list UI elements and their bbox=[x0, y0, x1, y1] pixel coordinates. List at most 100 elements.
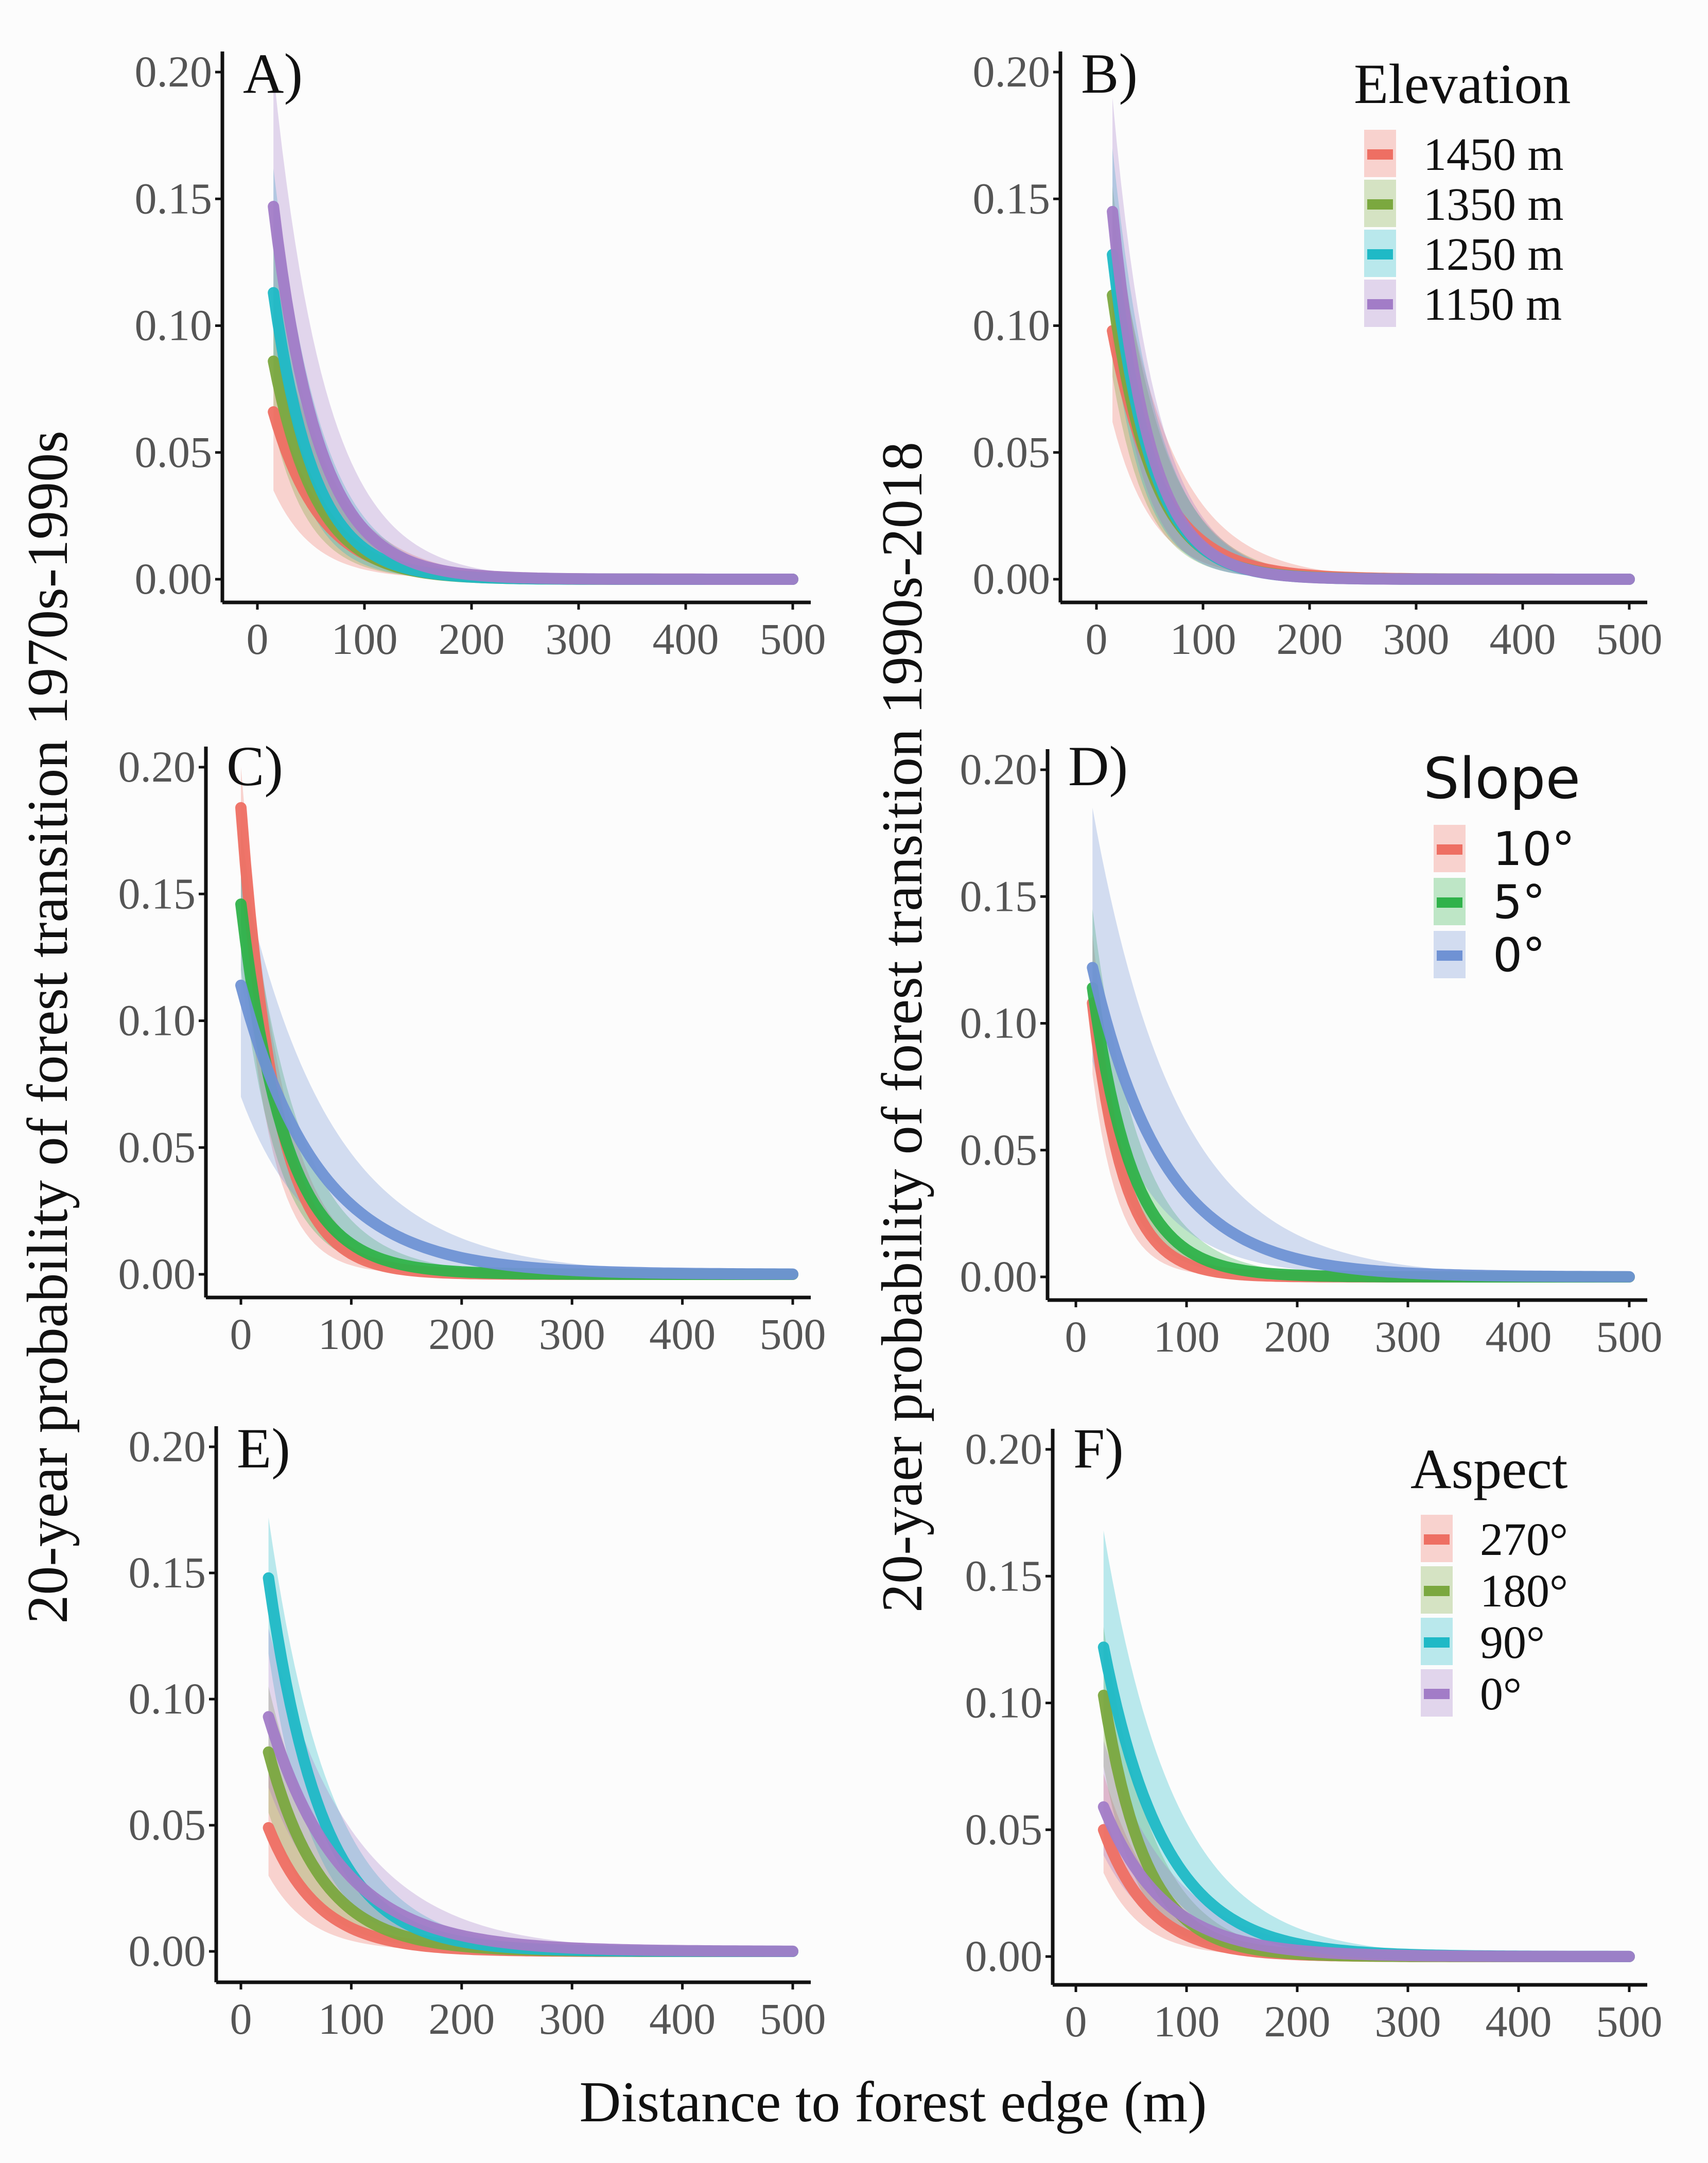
y-tick-label: 0.15 bbox=[129, 1548, 206, 1597]
y-tick-label: 0.15 bbox=[965, 1551, 1043, 1600]
legend-item-label: 1150 m bbox=[1423, 279, 1562, 330]
confidence-bands bbox=[241, 767, 793, 1274]
x-axis-label: Distance to forest edge (m) bbox=[579, 2070, 1207, 2134]
panel-d: 0.00 0.05 0.10 0.15 0.20 0 100 200 300 400 500 D) bbox=[960, 735, 1663, 1361]
legend-item-label: 1250 m bbox=[1423, 229, 1564, 280]
y-axis-label-right: 20-yaer probability of forest transition… bbox=[870, 442, 934, 1613]
legend-aspect: Aspect 270°180°90°0° bbox=[1410, 1438, 1568, 1720]
y-tick-label: 0.05 bbox=[118, 1122, 196, 1172]
y-axis-label-left: 20-year probability of forest transition… bbox=[16, 430, 80, 1623]
y-tick-label: 0.10 bbox=[973, 301, 1051, 350]
y-tick-label: 0.00 bbox=[960, 1252, 1038, 1301]
x-tick-label: 100 bbox=[1170, 614, 1236, 664]
y-tick-label: 0.00 bbox=[118, 1249, 196, 1299]
x-tick-label: 0 bbox=[1065, 1997, 1087, 2046]
x-tick-label: 300 bbox=[1383, 614, 1450, 664]
x-tick-label: 500 bbox=[760, 1309, 826, 1359]
x-tick-label: 400 bbox=[649, 1309, 716, 1359]
y-tick-label: 0.05 bbox=[965, 1805, 1043, 1854]
x-tick-label: 200 bbox=[1264, 1997, 1331, 2046]
y-tick-label: 0.00 bbox=[973, 554, 1051, 603]
x-tick-label: 0 bbox=[230, 1309, 252, 1359]
series-lines bbox=[1107, 205, 1635, 585]
confidence-bands bbox=[1092, 807, 1629, 1277]
line-0° bbox=[1097, 1801, 1635, 1962]
x-tick-label: 500 bbox=[760, 614, 826, 664]
series-lines bbox=[263, 1572, 798, 1957]
x-tick-label: 400 bbox=[1486, 1312, 1552, 1361]
line-5° bbox=[235, 898, 798, 1280]
line-1150 m bbox=[268, 201, 798, 585]
legend-slope: Slope 10°5°0° bbox=[1423, 746, 1580, 982]
x-tick-label: 400 bbox=[1486, 1997, 1552, 2046]
panel-e: 0.00 0.05 0.10 0.15 0.20 0 100 200 300 400 500 E) bbox=[129, 1417, 826, 2044]
y-tick-label: 0.15 bbox=[135, 174, 213, 223]
y-tick-label: 0.10 bbox=[135, 301, 213, 350]
y-tick-label: 0.20 bbox=[129, 1422, 206, 1471]
x-tick-label: 100 bbox=[1154, 1997, 1220, 2046]
legend-item-label: 0° bbox=[1493, 928, 1545, 982]
x-tick-label: 300 bbox=[546, 614, 612, 664]
confidence-bands bbox=[273, 72, 793, 579]
panel-b: 0.00 0.05 0.10 0.15 0.20 0 100 200 300 400 500 B) bbox=[973, 42, 1663, 664]
panel-label: F) bbox=[1073, 1417, 1124, 1480]
y-tick-label: 0.20 bbox=[118, 742, 196, 791]
band-5° bbox=[1092, 909, 1629, 1277]
x-tick-label: 500 bbox=[1596, 1997, 1663, 2046]
line-0° bbox=[235, 979, 798, 1280]
x-tick-label: 0 bbox=[1065, 1312, 1087, 1361]
y-tick-label: 0.00 bbox=[129, 1926, 206, 1976]
panel-label: D) bbox=[1068, 735, 1128, 798]
panel-a: 0.00 0.05 0.10 0.15 0.20 0 100 200 300 400 500 A) bbox=[135, 42, 826, 664]
x-tick-label: 300 bbox=[1375, 1312, 1441, 1361]
series-lines bbox=[235, 802, 798, 1280]
y-tick-label: 0.05 bbox=[973, 427, 1051, 477]
y-tick-label: 0.05 bbox=[960, 1125, 1038, 1174]
legend-item-label: 0° bbox=[1480, 1669, 1522, 1720]
legend-item-label: 5° bbox=[1493, 875, 1545, 929]
panel-label: C) bbox=[226, 735, 283, 798]
x-tick-label: 200 bbox=[428, 1994, 495, 2044]
x-tick-label: 100 bbox=[332, 614, 398, 664]
x-tick-label: 200 bbox=[439, 614, 505, 664]
y-tick-label: 0.15 bbox=[973, 174, 1051, 223]
legend-item-label: 270° bbox=[1480, 1514, 1568, 1565]
y-tick-label: 0.05 bbox=[129, 1800, 206, 1849]
x-tick-label: 400 bbox=[1490, 614, 1556, 664]
x-tick-label: 400 bbox=[653, 614, 719, 664]
legend-item-label: 180° bbox=[1480, 1566, 1568, 1617]
legend-item-label: 90° bbox=[1480, 1617, 1545, 1668]
line-0° bbox=[1087, 962, 1635, 1283]
panel-c: 0.00 0.05 0.10 0.15 0.20 0 100 200 300 400 500 C) bbox=[118, 735, 826, 1359]
x-tick-label: 0 bbox=[247, 614, 269, 664]
panel-label: B) bbox=[1081, 42, 1138, 105]
series-lines bbox=[1097, 1641, 1635, 1962]
x-tick-label: 0 bbox=[230, 1994, 252, 2044]
band-1450 m bbox=[273, 295, 793, 579]
x-tick-label: 300 bbox=[539, 1994, 605, 2044]
y-tick-label: 0.15 bbox=[960, 871, 1038, 921]
y-tick-label: 0.20 bbox=[965, 1424, 1043, 1474]
x-tick-label: 400 bbox=[649, 1994, 716, 2044]
x-tick-label: 100 bbox=[318, 1994, 385, 2044]
x-tick-label: 200 bbox=[1264, 1312, 1331, 1361]
y-tick-label: 0.10 bbox=[129, 1674, 206, 1723]
band-0° bbox=[1092, 807, 1629, 1277]
line-1150 m bbox=[1107, 205, 1635, 585]
panel-f: 0.00 0.05 0.10 0.15 0.20 0 100 200 300 400 500 F) bbox=[965, 1417, 1663, 2046]
legend-title: Slope bbox=[1423, 746, 1580, 811]
y-tick-label: 0.10 bbox=[960, 998, 1038, 1048]
panels: 0.000.050.100.150.200 100 200 300 400 500A)0.… bbox=[118, 42, 1663, 2046]
line-0° bbox=[263, 1711, 798, 1957]
y-tick-label: 0.10 bbox=[965, 1678, 1043, 1727]
x-tick-label: 100 bbox=[1154, 1312, 1220, 1361]
series-lines bbox=[268, 201, 798, 585]
y-tick-label: 0.05 bbox=[135, 427, 213, 477]
band-10° bbox=[1092, 935, 1629, 1277]
y-tick-label: 0.20 bbox=[960, 745, 1038, 794]
y-tick-label: 0.15 bbox=[118, 869, 196, 918]
x-tick-label: 300 bbox=[539, 1309, 605, 1359]
x-tick-label: 500 bbox=[1596, 614, 1663, 664]
